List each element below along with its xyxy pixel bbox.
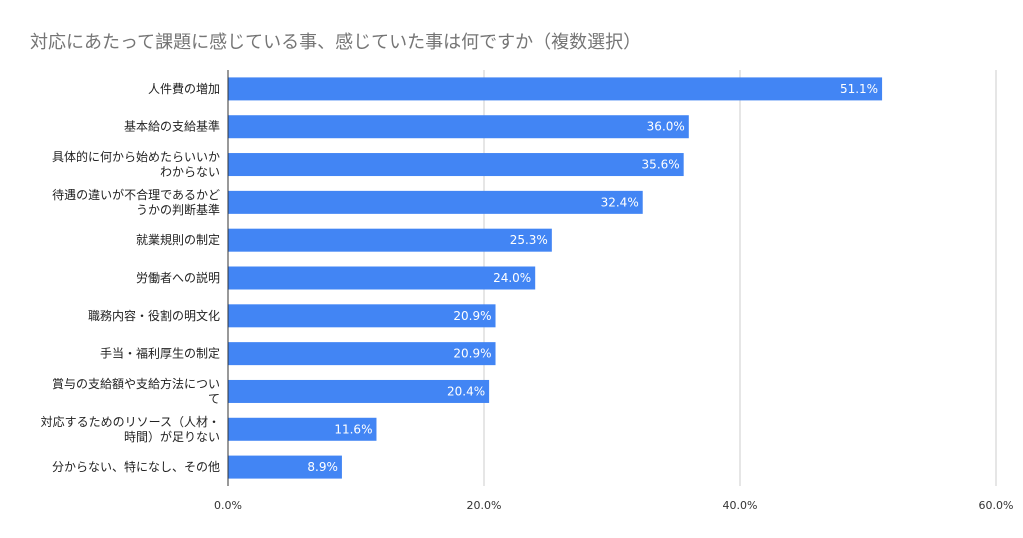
category-label: 手当・福利厚生の制定 [100,346,220,361]
category-label-line: 待遇の違いが不合理であるかど [52,187,220,202]
category-label-line: 就業規則の制定 [136,232,220,247]
category-label-line: 具体的に何から始めたらいいか [52,149,220,164]
x-tick-label: 40.0% [723,499,758,512]
category-label: 職務内容・役割の明文化 [88,308,220,323]
bars: 51.1% 36.0% 35.6% 32.4% 25.3% 24.0% 20.9% 20.9%… [228,77,883,479]
x-tick-label: 0.0% [214,499,242,512]
category-label-line: 職務内容・役割の明文化 [88,308,220,323]
category-label: 待遇の違いが不合理であるかどうかの判断基準 [52,187,220,217]
category-label-line: 分からない、特になし、その他 [52,459,220,474]
bar-data-label: 20.9% [453,309,491,323]
bar-data-label: 51.1% [840,82,878,96]
category-label-line: わからない [160,165,220,179]
category-label: 人件費の増加 [148,81,220,96]
x-tick-labels: 0.0% 20.0% 40.0% 60.0% [214,499,1013,512]
bar [228,379,490,403]
category-label-line: 労働者への説明 [136,270,220,285]
category-label-line: 対応するためのリソース（人材・ [41,415,220,429]
bar [228,228,552,252]
category-label: 対応するためのリソース（人材・時間）が足りない [41,415,220,444]
category-label: 賞与の支給額や支給方法について [52,376,220,406]
bar [228,153,684,177]
category-label: 分からない、特になし、その他 [52,459,220,474]
x-tick-label: 20.0% [467,499,502,512]
category-label: 基本給の支給基準 [124,119,220,134]
bar-data-label: 24.0% [493,271,531,285]
bar [228,115,689,139]
category-label-line: 賞与の支給額や支給方法につい [52,376,220,391]
bar [228,455,342,479]
bar [228,190,643,214]
bar [228,304,496,328]
bar-data-label: 25.3% [510,233,548,247]
category-label: 具体的に何から始めたらいいかわからない [52,149,220,179]
category-label-line: 人件費の増加 [148,81,220,96]
x-tick-label: 60.0% [979,499,1014,512]
category-label: 労働者への説明 [136,270,220,285]
category-label-line: て [208,392,220,406]
category-label-line: 時間）が足りない [124,429,220,444]
category-label-line: うかの判断基準 [136,202,220,217]
bar [228,266,536,290]
bar-data-label: 20.4% [447,384,485,398]
bar-data-label: 20.9% [453,347,491,361]
bar [228,77,883,101]
bar [228,417,377,441]
bar-data-label: 36.0% [647,120,685,134]
chart-title: 対応にあたって課題に感じている事、感じていた事は何ですか（複数選択） [30,32,642,53]
category-label: 就業規則の制定 [136,232,220,247]
bar-data-label: 11.6% [334,422,372,436]
bar-data-label: 8.9% [307,460,338,474]
bar-data-label: 32.4% [601,195,639,209]
category-labels: 人件費の増加基本給の支給基準具体的に何から始めたらいいかわからない待遇の違いが不… [41,81,220,474]
bar [228,342,496,366]
bar-data-label: 35.6% [642,158,680,172]
category-label-line: 基本給の支給基準 [124,119,220,134]
category-label-line: 手当・福利厚生の制定 [100,346,220,361]
